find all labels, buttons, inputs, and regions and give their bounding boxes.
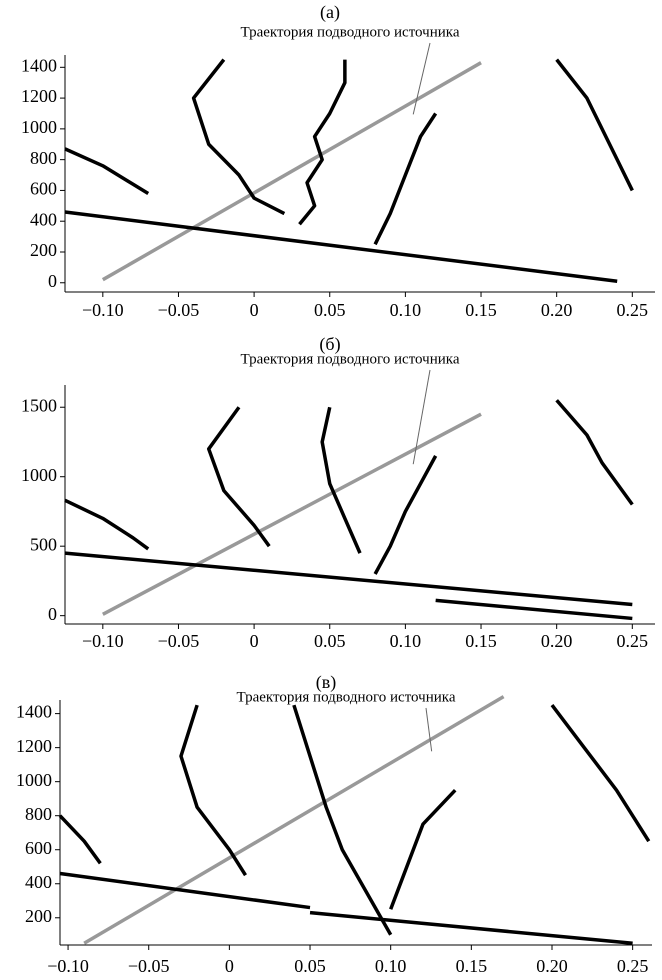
y-tick-label: 400 — [30, 209, 57, 229]
x-tick-label: 0.20 — [536, 956, 568, 976]
y-tick-label: 400 — [25, 872, 52, 892]
y-tick-label: 600 — [25, 838, 52, 858]
track — [309, 910, 633, 946]
track — [320, 406, 362, 554]
y-tick-label: 1500 — [21, 395, 57, 415]
y-tick-label: 0 — [48, 604, 57, 624]
x-tick-label: 0.25 — [617, 631, 649, 651]
track — [373, 112, 438, 246]
x-tick-label: 0.20 — [541, 631, 573, 651]
x-tick-label: 0 — [250, 631, 259, 651]
x-tick-label: −0.05 — [128, 956, 170, 976]
y-tick-label: 0 — [48, 271, 57, 291]
y-tick-label: 200 — [25, 906, 52, 926]
y-tick-label: 1200 — [21, 86, 57, 106]
annotation: Траектория подводного источника — [237, 689, 456, 705]
y-tick-label: 1400 — [16, 702, 52, 722]
y-tick-label: 1000 — [16, 770, 52, 790]
x-tick-label: 0.10 — [390, 631, 422, 651]
leader-line — [425, 707, 433, 752]
x-tick-label: −0.10 — [82, 631, 124, 651]
track — [298, 59, 347, 226]
track — [191, 58, 286, 216]
x-tick-label: 0.10 — [390, 300, 422, 320]
track — [373, 455, 438, 575]
leader-line — [412, 369, 431, 465]
x-tick-label: 0.15 — [456, 956, 488, 976]
track — [206, 406, 271, 548]
x-tick-label: 0.15 — [465, 300, 497, 320]
track — [389, 788, 457, 910]
track — [64, 551, 633, 607]
track — [179, 704, 247, 877]
track — [58, 814, 102, 865]
panel-label: (в) — [316, 672, 337, 693]
annotation: Траектория подводного источника — [241, 24, 460, 40]
x-tick-label: −0.05 — [158, 631, 200, 651]
y-tick-label: 600 — [30, 179, 57, 199]
x-tick-label: 0.15 — [465, 631, 497, 651]
y-tick-label: 200 — [30, 240, 57, 260]
y-tick-label: 1200 — [16, 736, 52, 756]
track — [292, 704, 393, 936]
x-tick-label: 0.10 — [375, 956, 407, 976]
track — [64, 498, 150, 551]
x-tick-label: −0.05 — [158, 300, 200, 320]
track — [59, 871, 311, 910]
track — [64, 147, 150, 196]
x-tick-label: 0.20 — [541, 300, 573, 320]
track — [64, 210, 618, 283]
track — [101, 61, 482, 282]
x-tick-label: 0 — [250, 300, 259, 320]
panel-label: (а) — [320, 2, 340, 23]
x-tick-label: 0.05 — [314, 631, 346, 651]
x-tick-label: 0 — [225, 956, 234, 976]
y-tick-label: 800 — [25, 804, 52, 824]
x-tick-label: 0.25 — [617, 300, 649, 320]
panel-label: (б) — [319, 334, 340, 355]
x-tick-label: 0.05 — [294, 956, 326, 976]
track — [550, 704, 651, 843]
y-tick-label: 500 — [30, 534, 57, 554]
leader-line — [412, 42, 431, 115]
annotation: Траектория подводного источника — [241, 351, 460, 367]
track — [435, 598, 633, 621]
track — [555, 58, 634, 192]
x-tick-label: −0.10 — [47, 956, 89, 976]
track — [83, 695, 505, 945]
y-tick-label: 1000 — [21, 117, 57, 137]
y-tick-label: 800 — [30, 148, 57, 168]
y-tick-label: 1000 — [21, 465, 57, 485]
track — [555, 399, 634, 506]
x-tick-label: 0.25 — [617, 956, 649, 976]
y-tick-label: 1400 — [21, 55, 57, 75]
x-tick-label: 0.05 — [314, 300, 346, 320]
x-tick-label: −0.10 — [82, 300, 124, 320]
track — [102, 412, 482, 616]
